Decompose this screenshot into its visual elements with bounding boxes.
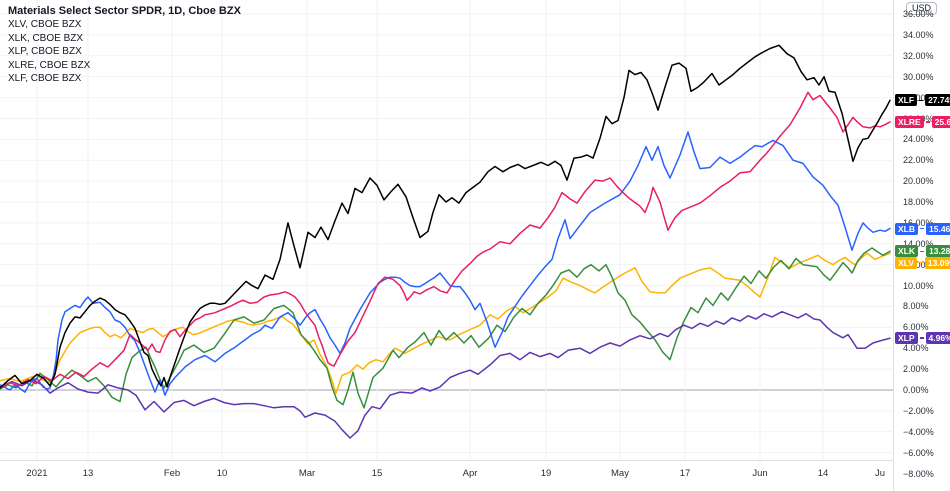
- symbol-title[interactable]: Materials Select Sector SPDR, 1D, Cboe B…: [8, 5, 241, 17]
- badge-tick: [919, 337, 924, 339]
- series-line-XLB[interactable]: [0, 131, 891, 396]
- series-line-XLV[interactable]: [0, 252, 891, 394]
- badge-tick: [925, 121, 930, 123]
- price-badge-xlb[interactable]: XLB 15.46%: [895, 222, 950, 235]
- badge-symbol: XLK: [895, 245, 918, 258]
- badge-symbol: XLB: [895, 222, 918, 235]
- badge-symbol: XLP: [895, 332, 918, 345]
- legend-item-xlp[interactable]: XLP, CBOE BZX: [8, 46, 82, 57]
- price-tick-label: 16.00%: [903, 217, 934, 228]
- price-badge-xlv[interactable]: XLV 13.09%: [895, 256, 950, 269]
- price-tick-label: −2.00%: [903, 405, 934, 416]
- price-tick-label: 2.00%: [903, 364, 929, 375]
- badge-tick: [920, 227, 924, 230]
- series-line-XLRE[interactable]: [0, 91, 891, 389]
- price-tick-label: 24.00%: [903, 134, 934, 145]
- badge-value: 25.67%: [931, 115, 950, 128]
- badge-value: 4.96%: [925, 332, 950, 345]
- time-tick-label: 14: [817, 468, 829, 479]
- time-tick-label: Mar: [298, 468, 316, 479]
- price-tick-label: 30.00%: [903, 71, 934, 82]
- price-tick-label: 22.00%: [903, 155, 934, 166]
- price-tick-label: 34.00%: [903, 29, 934, 40]
- price-badge-xlk[interactable]: XLK 13.28%: [895, 245, 950, 258]
- price-tick-label: 14.00%: [903, 238, 934, 249]
- price-tick-label: −4.00%: [903, 426, 934, 437]
- price-tick-label: 10.00%: [903, 280, 934, 291]
- time-tick-label: Apr: [462, 468, 478, 479]
- price-axis[interactable]: USD 36.00%34.00%32.00%30.00%28.00%26.00%…: [893, 0, 950, 491]
- badge-value: 15.46%: [926, 222, 950, 235]
- price-tick-label: −8.00%: [903, 468, 934, 479]
- time-tick-label: 2021: [26, 468, 48, 479]
- price-badge-xlre[interactable]: XLRE 25.67%: [895, 115, 950, 128]
- price-tick-label: 6.00%: [903, 322, 929, 333]
- legend-item-xlf[interactable]: XLF, CBOE BZX: [8, 73, 82, 84]
- legend-item-xlre[interactable]: XLRE, CBOE BZX: [8, 59, 91, 71]
- time-tick-label: 13: [82, 468, 94, 479]
- price-tick-label: 4.00%: [903, 343, 929, 354]
- badge-symbol: XLF: [895, 94, 918, 107]
- time-tick-label: 19: [540, 468, 552, 479]
- time-tick-label: 15: [371, 468, 383, 479]
- price-tick-label: 0.00%: [903, 385, 929, 395]
- series-line-XLK[interactable]: [0, 247, 891, 409]
- badge-tick: [918, 261, 923, 264]
- legend-item-xlv[interactable]: XLV, CBOE BZX: [8, 19, 82, 30]
- price-tick-label: 12.00%: [903, 259, 934, 270]
- legend-item-xlk[interactable]: XLK, CBOE BZX: [8, 32, 84, 44]
- time-tick-label: 17: [679, 468, 691, 479]
- price-tick-label: 8.00%: [903, 301, 929, 312]
- price-tick-label: 18.00%: [903, 197, 934, 207]
- currency-toggle[interactable]: USD: [906, 2, 938, 15]
- time-tick-label: Jun: [752, 468, 768, 479]
- chart-plot-area[interactable]: [0, 0, 893, 460]
- price-tick-label: 28.00%: [903, 92, 934, 103]
- badge-value: 27.74%: [925, 94, 950, 107]
- time-axis[interactable]: 2021 13 Feb 10 Mar 15 Apr 19 May 17 Jun 14 Ju: [0, 460, 893, 491]
- badge-value: 13.09%: [924, 256, 950, 269]
- price-badge-xlp[interactable]: XLP 4.96%: [895, 332, 950, 345]
- series-line-XLP[interactable]: [0, 310, 891, 439]
- badge-tick: [919, 99, 924, 102]
- compare-legend: XLV, CBOE BZX XLK, CBOE BZX XLP, CBOE BZX X…: [8, 18, 241, 86]
- time-tick-label: 10: [216, 468, 228, 479]
- price-tick-label: 20.00%: [903, 176, 934, 187]
- badge-symbol: XLV: [895, 256, 917, 269]
- badge-symbol: XLRE: [895, 115, 924, 128]
- price-tick-label: 32.00%: [903, 50, 934, 61]
- badge-value: 13.28%: [926, 245, 950, 258]
- time-tick-label: Feb: [163, 468, 181, 479]
- price-tick-label: −6.00%: [903, 447, 934, 458]
- price-chart-canvas[interactable]: [0, 0, 893, 460]
- time-tick-label: May: [611, 468, 629, 479]
- badge-tick: [920, 250, 924, 253]
- time-tick-label: Ju: [874, 468, 886, 479]
- price-tick-label: 36.00%: [903, 9, 934, 19]
- price-badge-xlf[interactable]: XLF 27.74%: [895, 94, 950, 107]
- chart-header: Materials Select Sector SPDR, 1D, Cboe B…: [8, 4, 241, 86]
- series-line-XLF[interactable]: [0, 44, 891, 389]
